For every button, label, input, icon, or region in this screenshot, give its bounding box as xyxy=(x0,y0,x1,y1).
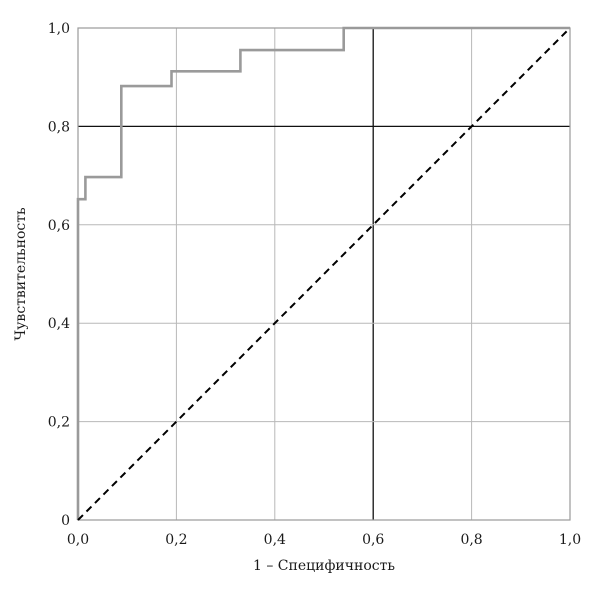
y-tick-label: 0,2 xyxy=(48,415,70,431)
reference-diagonal-line xyxy=(77,27,571,521)
y-tick-label: 0,8 xyxy=(48,119,70,135)
y-tick-labels: 0 0,2 0,4 0,6 0,8 1,0 xyxy=(48,21,70,529)
x-tick-labels: 0,0 0,2 0,4 0,6 0,8 1,0 xyxy=(67,532,581,548)
x-tick-label: 0,6 xyxy=(362,532,384,548)
y-tick-label: 0,6 xyxy=(48,218,70,234)
x-axis-label: 1 – Специфичность xyxy=(253,558,395,574)
x-tick-label: 0,0 xyxy=(67,532,89,548)
series-group xyxy=(76,26,571,521)
y-axis-label: Чувствительность xyxy=(13,207,29,341)
y-tick-label: 0 xyxy=(61,513,70,529)
x-tick-label: 1,0 xyxy=(559,532,581,548)
x-tick-label: 0,2 xyxy=(165,532,187,548)
x-tick-label: 0,8 xyxy=(460,532,482,548)
x-tick-label: 0,4 xyxy=(264,532,286,548)
y-tick-label: 1,0 xyxy=(48,21,70,37)
roc-curve-line xyxy=(76,26,570,520)
y-tick-label: 0,4 xyxy=(48,316,70,332)
grid xyxy=(78,28,570,520)
